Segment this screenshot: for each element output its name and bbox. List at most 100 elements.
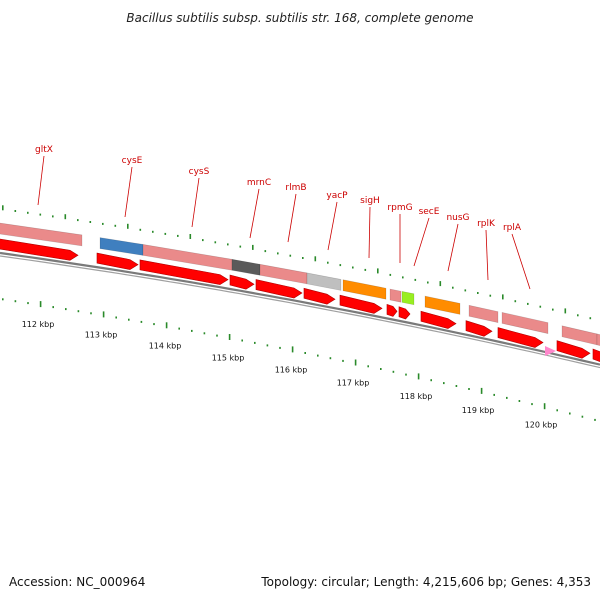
upper-tick	[252, 244, 254, 250]
upper-tick	[14, 210, 17, 212]
upper-tick	[277, 252, 279, 255]
feature-block	[389, 288, 402, 303]
upper-tick	[239, 245, 242, 248]
upper-tick	[527, 302, 529, 305]
scale-label: 120 kbp	[525, 421, 558, 430]
upper-tick	[214, 241, 217, 244]
upper-tick	[427, 281, 429, 284]
gene-label: rlmB	[285, 183, 306, 193]
upper-tick	[327, 261, 329, 264]
upper-tick	[177, 234, 179, 237]
feature-block	[501, 312, 549, 334]
upper-tick-track	[2, 205, 592, 320]
feature-block	[342, 279, 387, 300]
gene-label-leader	[191, 177, 200, 228]
lower-tick	[90, 312, 92, 315]
feature-block	[0, 222, 83, 247]
upper-tick	[414, 278, 417, 281]
upper-tick	[139, 228, 142, 231]
lower-tick	[128, 318, 130, 321]
lower-tick	[65, 308, 67, 311]
cds-arrow	[96, 252, 139, 270]
upper-tick	[89, 221, 92, 223]
upper-tick	[452, 286, 454, 289]
lower-tick	[178, 327, 180, 330]
feature-block	[401, 291, 415, 306]
upper-tick	[502, 294, 504, 300]
feature-block	[468, 304, 499, 323]
lower-tick	[417, 373, 420, 380]
upper-tick	[314, 256, 317, 262]
upper-tick	[439, 281, 442, 287]
scale-label: 116 kbp	[275, 366, 308, 375]
lower-tick	[354, 359, 357, 366]
gene-label-leader	[511, 233, 531, 290]
gene-label: rpmG	[387, 203, 412, 213]
feature-block	[596, 333, 600, 346]
lower-tick	[27, 302, 29, 305]
scale-labels: 112 kbp 113 kbp 114 kbp 115 kbp 116 kbp 117 k…	[22, 320, 558, 430]
gene-label: mrnC	[247, 178, 271, 188]
map-title: Bacillus subtilis subsp. subtilis str. 1…	[126, 11, 474, 25]
feature-track	[0, 222, 600, 346]
backbone-inner	[0, 255, 600, 369]
lower-tick	[367, 365, 369, 368]
gene-label: rplK	[477, 219, 496, 229]
upper-tick	[164, 232, 167, 235]
scale-label: 118 kbp	[400, 392, 433, 401]
scale-label: 115 kbp	[212, 353, 245, 362]
cds-arrow	[0, 238, 79, 261]
upper-tick	[127, 223, 129, 229]
upper-tick	[289, 254, 292, 257]
upper-tick	[589, 317, 592, 320]
upper-tick	[339, 264, 342, 267]
lower-tick	[329, 357, 332, 360]
cds-arrow	[420, 310, 457, 329]
cds-arrow	[592, 348, 600, 362]
upper-tick	[189, 234, 192, 239]
lower-tick	[153, 323, 155, 326]
upper-tick	[2, 205, 4, 211]
scale-label: 113 kbp	[85, 330, 118, 339]
upper-tick	[352, 266, 354, 269]
gene-label: sigH	[360, 196, 380, 206]
lower-tick	[493, 393, 495, 396]
upper-tick	[114, 224, 117, 227]
gene-label: gltX	[35, 145, 53, 155]
cds-arrow	[465, 320, 493, 337]
feature-block	[306, 272, 342, 291]
feature-block	[231, 258, 261, 276]
upper-tick	[227, 243, 229, 246]
lower-tick	[455, 385, 458, 387]
lower-tick	[254, 341, 256, 344]
upper-tick	[389, 273, 392, 276]
lower-tick	[52, 306, 54, 309]
cds-arrow	[139, 259, 229, 285]
lower-tick	[102, 311, 105, 318]
upper-tick	[39, 213, 42, 216]
lower-tick	[569, 412, 571, 415]
label-leaders	[37, 155, 531, 290]
lower-tick	[506, 396, 508, 399]
backbone-outer	[0, 251, 600, 366]
genome-backbone	[0, 251, 600, 369]
upper-tick	[27, 211, 29, 214]
cds-arrow	[229, 274, 255, 290]
gene-label-leader	[485, 229, 489, 281]
lower-tick	[518, 400, 521, 402]
lower-tick	[443, 382, 445, 385]
gene-label-leader	[287, 193, 297, 243]
upper-tick	[202, 239, 204, 242]
upper-tick	[102, 222, 104, 225]
upper-tick	[377, 268, 379, 274]
upper-tick	[402, 276, 404, 279]
gene-label: cysE	[122, 156, 143, 166]
accession-text: Accession: NC_000964	[9, 575, 146, 589]
feature-block	[99, 237, 144, 256]
upper-tick	[514, 300, 517, 303]
lower-tick	[115, 316, 117, 319]
gene-label: cysS	[189, 167, 210, 177]
scale-label: 117 kbp	[337, 378, 370, 387]
cds-arrow	[398, 306, 411, 320]
